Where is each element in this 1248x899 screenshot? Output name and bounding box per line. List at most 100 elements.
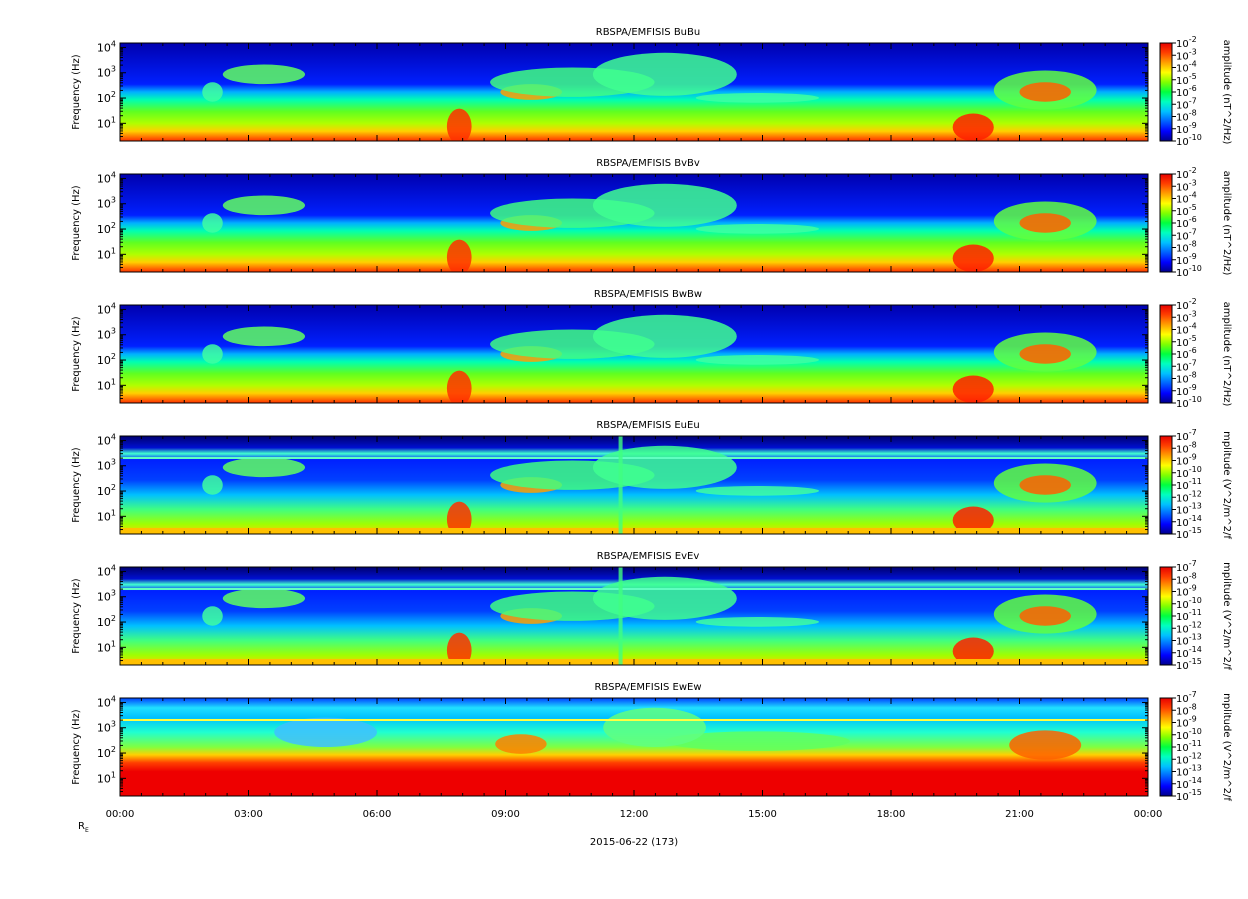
colorbar-label: amplitude (nT^2/Hz)	[1221, 171, 1232, 276]
y-tick-label: 103	[97, 196, 116, 211]
colorbar: 10-710-810-910-1010-1110-1210-1310-1410-…	[1159, 428, 1232, 541]
colorbar-tick-label: 10-10	[1176, 395, 1202, 410]
colorbar-tick-label: 10-7	[1176, 690, 1197, 705]
y-tick-label: 103	[97, 458, 116, 473]
colorbar-tick-label: 10-14	[1176, 645, 1202, 660]
colorbar-tick-label: 10-3	[1176, 178, 1197, 193]
colorbar-tick-label: 10-13	[1176, 764, 1202, 779]
y-tick-label: 104	[97, 432, 116, 447]
colorbar-label: amplitude (nT^2/Hz)	[1221, 40, 1232, 145]
y-axis-label: Frequency (Hz)	[71, 709, 82, 785]
colorbar-tick-label: 10-9	[1176, 584, 1197, 599]
colorbar-tick-label: 10-10	[1176, 465, 1202, 480]
colorbar-tick-label: 10-8	[1176, 240, 1197, 255]
y-tick-label: 101	[97, 639, 116, 654]
spectrogram-panel: RBSPA/EMFISIS BvBv Frequency (Hz) 101 102 10…	[71, 158, 1232, 279]
y-tick-label: 101	[97, 115, 116, 130]
y-tick-label: 101	[97, 770, 116, 785]
colorbar-tick-label: 10-7	[1176, 428, 1197, 443]
colorbar-tick-label: 10-10	[1176, 596, 1202, 611]
colorbar-tick-label: 10-9	[1176, 121, 1197, 136]
colorbar-tick-label: 10-13	[1176, 633, 1202, 648]
spectrogram-panel: RBSPA/EMFISIS BuBu Frequency (Hz) 101 102 10…	[71, 27, 1232, 148]
colorbar-tick-label: 10-11	[1176, 608, 1202, 623]
y-axis-label: Frequency (Hz)	[71, 578, 82, 654]
colorbar-tick-label: 10-6	[1176, 346, 1197, 361]
panel-title: RBSPA/EMFISIS BvBv	[596, 158, 700, 169]
x-tick-label: 03:00	[234, 809, 263, 820]
colorbar-tick-label: 10-7	[1176, 559, 1197, 574]
colorbar-tick-label: 10-14	[1176, 514, 1202, 529]
colorbar-tick-label: 10-2	[1176, 166, 1197, 181]
colorbar-tick-label: 10-9	[1176, 383, 1197, 398]
spectrogram-panel: RBSPA/EMFISIS EuEu Frequency (Hz) 101 102 10…	[71, 420, 1232, 541]
y-tick-label: 103	[97, 65, 116, 80]
colorbar-tick-label: 10-6	[1176, 84, 1197, 99]
colorbar-tick-label: 10-12	[1176, 620, 1202, 635]
y-tick-label: 102	[97, 745, 116, 760]
spectrogram-image	[120, 698, 1148, 796]
y-tick-label: 102	[97, 483, 116, 498]
colorbar-tick-label: 10-12	[1176, 751, 1202, 766]
colorbar-tick-label: 10-8	[1176, 440, 1197, 455]
y-tick-label: 101	[97, 508, 116, 523]
colorbar-tick-label: 10-7	[1176, 227, 1197, 242]
spectrogram-panel: RBSPA/EMFISIS EwEw Frequency (Hz) 101 102 10…	[71, 682, 1232, 803]
colorbar-tick-label: 10-6	[1176, 215, 1197, 230]
colorbar: 10-710-810-910-1010-1110-1210-1310-1410-…	[1159, 559, 1232, 672]
x-tick-label: 09:00	[491, 809, 520, 820]
y-tick-label: 102	[97, 221, 116, 236]
colorbar-tick-label: 10-10	[1176, 264, 1202, 279]
panel-title: RBSPA/EMFISIS BwBw	[594, 289, 702, 300]
y-tick-label: 104	[97, 301, 116, 316]
colorbar-tick-label: 10-4	[1176, 60, 1197, 75]
colorbar-tick-label: 10-2	[1176, 35, 1197, 50]
panel-title: RBSPA/EMFISIS EuEu	[596, 420, 699, 431]
colorbar: 10-710-810-910-1010-1110-1210-1310-1410-…	[1159, 690, 1232, 803]
colorbar-tick-label: 10-7	[1176, 96, 1197, 111]
colorbar-tick-label: 10-14	[1176, 776, 1202, 791]
colorbar-tick-label: 10-12	[1176, 489, 1202, 504]
y-tick-label: 104	[97, 563, 116, 578]
y-tick-label: 104	[97, 170, 116, 185]
colorbar-tick-label: 10-10	[1176, 133, 1202, 148]
spectrogram-image	[120, 305, 1148, 403]
date-label: 2015-06-22 (173)	[590, 837, 678, 848]
spectrogram-image	[120, 436, 1148, 534]
colorbar-tick-label: 10-4	[1176, 191, 1197, 206]
colorbar-label: mplitude (V^2/m^2/f	[1221, 562, 1232, 670]
y-tick-label: 102	[97, 352, 116, 367]
x-tick-label: 06:00	[363, 809, 392, 820]
colorbar-tick-label: 10-5	[1176, 334, 1197, 349]
spectrogram-image	[120, 174, 1148, 272]
y-tick-label: 103	[97, 327, 116, 342]
panel-title: RBSPA/EMFISIS BuBu	[596, 27, 700, 38]
panel-title: RBSPA/EMFISIS EwEw	[594, 682, 701, 693]
colorbar: 10-210-310-410-510-610-710-810-910-10 amp…	[1159, 35, 1232, 148]
x-tick-label: 00:00	[106, 809, 135, 820]
colorbar-tick-label: 10-9	[1176, 453, 1197, 468]
colorbar-tick-label: 10-15	[1176, 657, 1202, 672]
colorbar-tick-label: 10-8	[1176, 571, 1197, 586]
time-axis: 00:00 03:00 06:00 09:00 12:00 15:00 18:00 21:00…	[106, 809, 1163, 820]
y-tick-label: 102	[97, 614, 116, 629]
colorbar-tick-label: 10-9	[1176, 252, 1197, 267]
colorbar-tick-label: 10-5	[1176, 203, 1197, 218]
colorbar-tick-label: 10-15	[1176, 526, 1202, 541]
colorbar-tick-label: 10-3	[1176, 309, 1197, 324]
y-axis-label: Frequency (Hz)	[71, 54, 82, 130]
colorbar-tick-label: 10-13	[1176, 502, 1202, 517]
colorbar-tick-label: 10-5	[1176, 72, 1197, 87]
y-tick-label: 104	[97, 694, 116, 709]
ephemeris-label: R	[78, 821, 85, 832]
colorbar-label: mplitude (V^2/m^2/f	[1221, 431, 1232, 539]
spectrogram-image	[120, 567, 1148, 665]
spectrogram-panel: RBSPA/EMFISIS EvEv Frequency (Hz) 101 102 10…	[71, 551, 1232, 672]
colorbar-label: amplitude (nT^2/Hz)	[1221, 302, 1232, 407]
colorbar: 10-210-310-410-510-610-710-810-910-10 amp…	[1159, 166, 1232, 279]
colorbar-tick-label: 10-7	[1176, 358, 1197, 373]
y-axis-label: Frequency (Hz)	[71, 185, 82, 261]
colorbar: 10-210-310-410-510-610-710-810-910-10 amp…	[1159, 297, 1232, 410]
x-tick-label: 12:00	[620, 809, 649, 820]
y-tick-label: 102	[97, 90, 116, 105]
